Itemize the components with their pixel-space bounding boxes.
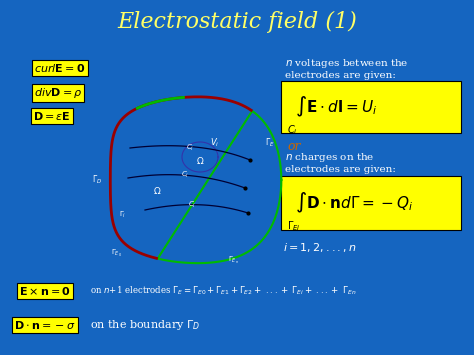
FancyBboxPatch shape — [281, 176, 461, 230]
Text: $\Gamma_D$: $\Gamma_D$ — [92, 174, 102, 186]
Text: $\Gamma_E$: $\Gamma_E$ — [265, 137, 275, 149]
Text: $V_i$: $V_i$ — [210, 137, 219, 149]
Text: or: or — [287, 140, 301, 153]
Text: $\mathbf{D} = \varepsilon\mathbf{E}$: $\mathbf{D} = \varepsilon\mathbf{E}$ — [33, 110, 71, 122]
Text: $C_i$: $C_i$ — [287, 123, 298, 137]
Text: $\Gamma_{E_n}$: $\Gamma_{E_n}$ — [228, 255, 238, 266]
Text: $i = 1, 2, ..., n$: $i = 1, 2, ..., n$ — [283, 241, 357, 255]
Text: on $n$+1 electrodes $\Gamma_E = \Gamma_{E0}+\Gamma_{E1}+\Gamma_{E2}+\ ...+\ \Gam: on $n$+1 electrodes $\Gamma_E = \Gamma_{… — [90, 285, 357, 297]
FancyBboxPatch shape — [281, 81, 461, 133]
Text: $\mathit{div}\mathbf{D} = \rho$: $\mathit{div}\mathbf{D} = \rho$ — [34, 86, 82, 100]
Text: $\mathbf{E} \times \mathbf{n} = \mathbf{0}$: $\mathbf{E} \times \mathbf{n} = \mathbf{… — [19, 285, 71, 297]
Text: $\int \mathbf{E} \cdot d\mathbf{l} = U_i$: $\int \mathbf{E} \cdot d\mathbf{l} = U_i… — [295, 95, 377, 119]
Text: Electrostatic field (1): Electrostatic field (1) — [117, 11, 357, 33]
Text: $\Gamma_{E_0}$: $\Gamma_{E_0}$ — [111, 247, 122, 258]
Text: electrodes are given:: electrodes are given: — [285, 71, 396, 81]
Text: $C_i$: $C_i$ — [186, 143, 194, 153]
Text: $\Gamma_{Ei}$: $\Gamma_{Ei}$ — [287, 219, 301, 233]
Text: $\mathit{curl}\mathbf{E} = \mathbf{0}$: $\mathit{curl}\mathbf{E} = \mathbf{0}$ — [35, 62, 86, 74]
Text: $\int \mathbf{D} \cdot \mathbf{n} d\Gamma = -Q_i$: $\int \mathbf{D} \cdot \mathbf{n} d\Gamm… — [295, 191, 413, 215]
Text: $C_i$: $C_i$ — [181, 170, 189, 180]
Text: $n$ charges on the: $n$ charges on the — [285, 152, 374, 164]
Text: $\Omega$: $\Omega$ — [153, 185, 161, 196]
Text: $\Omega$: $\Omega$ — [196, 154, 204, 165]
Text: $\mathbf{D} \cdot \mathbf{n} = -\sigma$: $\mathbf{D} \cdot \mathbf{n} = -\sigma$ — [14, 319, 76, 331]
Text: $C_i$: $C_i$ — [188, 200, 196, 210]
Text: on the boundary $\Gamma_D$: on the boundary $\Gamma_D$ — [90, 318, 200, 332]
Text: $\Gamma_i$: $\Gamma_i$ — [119, 210, 127, 220]
Text: electrodes are given:: electrodes are given: — [285, 165, 396, 175]
Text: $n$ voltages between the: $n$ voltages between the — [285, 56, 409, 70]
